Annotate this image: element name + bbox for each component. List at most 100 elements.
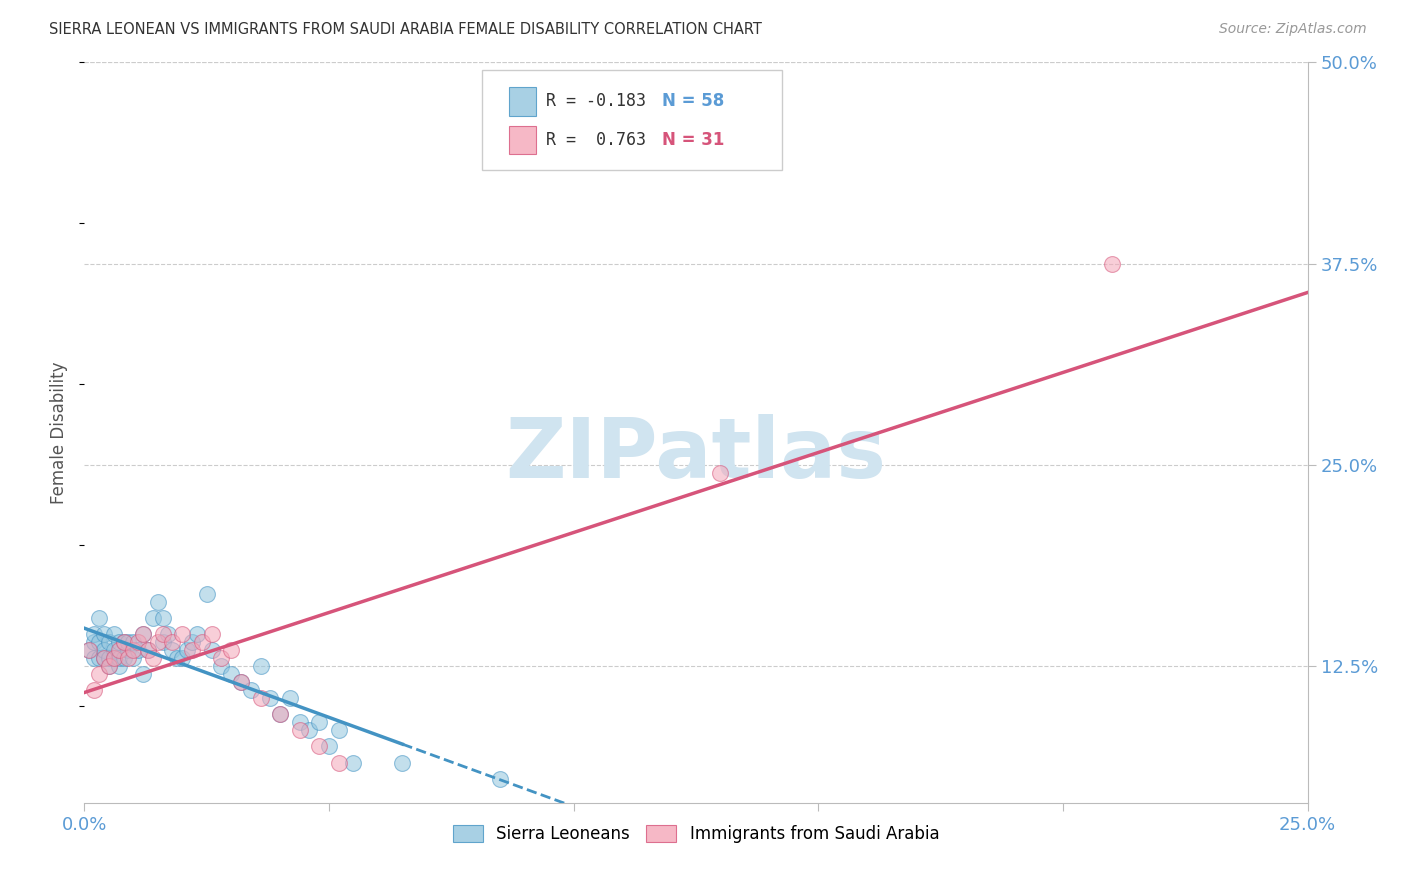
FancyBboxPatch shape [509,126,536,154]
Point [103,643,125,657]
Point [249,691,271,706]
Point [93,643,115,657]
Point [83,635,105,649]
Point [142,651,165,665]
Point [132,667,155,681]
Point [107,635,129,649]
Point [278,691,301,706]
Point [1101,257,1123,271]
Point [200,643,222,657]
Text: N = 31: N = 31 [662,131,724,149]
Point [97,635,120,649]
Point [209,651,232,665]
Text: SIERRA LEONEAN VS IMMIGRANTS FROM SAUDI ARABIA FEMALE DISABILITY CORRELATION CHA: SIERRA LEONEAN VS IMMIGRANTS FROM SAUDI … [49,22,762,37]
Point [172,651,194,665]
Point [162,635,184,649]
Point [709,466,731,480]
Point [103,627,125,641]
Point [200,627,222,641]
Point [87,611,110,625]
Point [156,627,179,641]
Point [112,635,135,649]
FancyBboxPatch shape [482,70,782,169]
Point [328,723,350,738]
Point [328,756,350,770]
Point [146,635,169,649]
Point [162,643,184,657]
Point [288,715,311,730]
Point [127,643,149,657]
Point [219,643,242,657]
Point [146,594,169,608]
Point [298,723,321,738]
Point [142,611,165,625]
Point [117,635,139,649]
Point [152,627,174,641]
Text: R = -0.183: R = -0.183 [546,92,645,110]
Point [136,643,159,657]
Point [195,586,218,600]
Point [269,707,291,722]
Point [97,659,120,673]
Point [176,643,198,657]
Point [97,651,120,665]
Point [288,723,311,738]
FancyBboxPatch shape [509,87,536,116]
Legend: Sierra Leoneans, Immigrants from Saudi Arabia: Sierra Leoneans, Immigrants from Saudi A… [446,819,946,850]
Point [122,651,145,665]
Point [93,627,115,641]
Point [191,635,214,649]
Point [122,635,145,649]
Point [97,659,120,673]
Point [107,643,129,657]
Point [391,756,413,770]
Point [269,707,291,722]
Point [83,627,105,641]
Point [83,651,105,665]
Point [107,651,129,665]
Text: N = 58: N = 58 [662,92,724,110]
Point [83,683,105,698]
Point [93,651,115,665]
Point [152,611,174,625]
Point [112,635,135,649]
Point [122,643,145,657]
Point [229,675,252,690]
Point [87,651,110,665]
Point [132,627,155,641]
Point [117,651,139,665]
Point [166,651,188,665]
Point [249,659,271,673]
Point [112,651,135,665]
Point [209,659,232,673]
Point [172,627,194,641]
Point [103,651,125,665]
Point [489,772,512,786]
Point [77,643,100,657]
Point [132,627,155,641]
Point [229,675,252,690]
Point [186,627,208,641]
Point [117,643,139,657]
Point [77,643,100,657]
Point [181,635,204,649]
Point [103,651,125,665]
Point [181,643,204,657]
Text: Source: ZipAtlas.com: Source: ZipAtlas.com [1219,22,1367,37]
Y-axis label: Female Disability: Female Disability [51,361,69,504]
Point [318,739,340,754]
Point [93,651,115,665]
Text: R =  0.763: R = 0.763 [546,131,645,149]
Text: ZIPatlas: ZIPatlas [506,414,886,495]
Point [259,691,281,706]
Point [87,667,110,681]
Point [107,659,129,673]
Point [127,635,149,649]
Point [152,635,174,649]
Point [308,715,330,730]
Point [239,683,262,698]
Point [87,635,110,649]
Point [219,667,242,681]
Point [308,739,330,754]
Point [136,643,159,657]
